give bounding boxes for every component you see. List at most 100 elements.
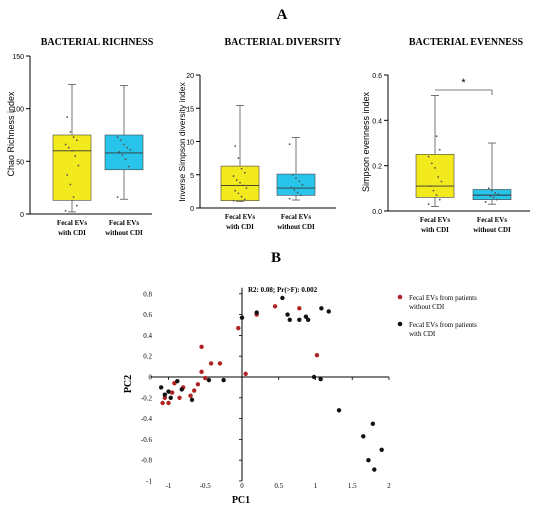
y-tick-label: 0.0: [372, 209, 382, 216]
diversity-y-label: Inverse Simpson diversity index: [177, 81, 187, 201]
category-label: Fecal EVs: [57, 219, 87, 227]
scatter-point: [311, 374, 317, 380]
scatter-point: [168, 395, 173, 400]
scatter-point: [162, 395, 168, 400]
data-point: [495, 198, 498, 201]
x-tick-label: -1: [166, 482, 172, 490]
data-point: [430, 162, 433, 165]
scatter-point: [366, 458, 371, 463]
data-point: [298, 180, 301, 183]
y-tick-label: 150: [12, 54, 24, 61]
scatter-point: [199, 344, 204, 350]
scatter-point: [169, 390, 175, 395]
data-point: [301, 183, 304, 186]
data-point: [491, 189, 493, 192]
scatter-point: [177, 395, 182, 400]
data-point: [77, 164, 80, 167]
scatter-point: [239, 315, 245, 320]
data-point: [75, 139, 78, 142]
scatter-point: [166, 389, 171, 394]
data-point: [494, 191, 497, 194]
data-point: [72, 136, 75, 139]
data-point: [67, 146, 70, 149]
data-point: [492, 196, 495, 199]
data-point: [119, 139, 122, 142]
data-point: [237, 192, 240, 195]
data-point: [235, 179, 238, 181]
scatter-point: [297, 317, 302, 322]
pca-annotation: R2: 0.08; Pr(>F): 0.002: [248, 286, 318, 294]
pca-y-label: PC2: [123, 375, 134, 393]
data-point: [288, 143, 291, 146]
scatter-point: [199, 369, 204, 374]
data-point: [237, 157, 240, 160]
data-point: [69, 183, 72, 186]
x-tick-label: 1: [314, 482, 318, 490]
evenness-title: BACTERIAL EVENNESS: [409, 37, 524, 48]
scatter-point: [280, 295, 285, 301]
data-point: [432, 189, 435, 192]
data-point: [243, 198, 246, 201]
data-point: [435, 194, 438, 197]
data-point: [116, 136, 119, 139]
scatter-point: [189, 397, 195, 403]
scatter-point: [285, 312, 290, 317]
evenness-y-label: Simpson evenness index: [361, 91, 371, 192]
scatter-point: [208, 361, 214, 366]
scatter-point: [188, 393, 193, 398]
category-label: with CDI: [421, 226, 449, 234]
x-tick-label: 2: [387, 482, 391, 490]
scatter-point: [192, 388, 197, 393]
data-point: [121, 154, 124, 156]
y-tick-label: 0: [149, 374, 153, 382]
scatter-point: [272, 304, 278, 309]
data-point: [234, 189, 237, 192]
y-tick-label: 0.4: [143, 332, 152, 340]
data-point: [487, 187, 490, 190]
y-tick-label: 100: [12, 107, 24, 114]
richness-chart: BACTERIAL RICHNESS Chao Richness index 0…: [6, 37, 154, 237]
y-tick-label: 10: [186, 140, 194, 147]
y-tick-label: -1: [146, 478, 152, 486]
data-point: [239, 181, 241, 184]
data-point: [64, 209, 67, 212]
category-label: Fecal EVs: [225, 213, 255, 221]
data-point: [295, 177, 297, 179]
box: [276, 173, 316, 196]
data-point: [69, 130, 72, 133]
scatter-point: [336, 408, 342, 413]
y-tick-label: -0.8: [141, 457, 153, 465]
scatter-point: [314, 352, 320, 358]
data-point: [427, 155, 430, 158]
y-tick-label: 0: [20, 212, 24, 219]
scatter-point: [203, 375, 208, 381]
diversity-title: BACTERIAL DIVERSITY: [225, 37, 343, 48]
scatter-point: [236, 325, 241, 331]
scatter-point: [319, 306, 324, 311]
scatter-point: [254, 310, 259, 315]
data-point: [66, 174, 69, 176]
y-tick-label: 0.8: [143, 290, 152, 298]
data-point: [437, 176, 440, 178]
data-point: [242, 184, 245, 187]
scatter-point: [175, 378, 180, 384]
pca-legend: Fecal EVs from patients without CDI Fecal…: [397, 294, 477, 338]
data-point: [232, 175, 235, 177]
legend-marker-with-cdi: [397, 321, 403, 327]
data-point: [232, 199, 235, 202]
legend-label-with-cdi: Fecal EVs from patients with CDI: [409, 321, 477, 338]
data-point: [427, 203, 430, 206]
category-label: without CDI: [277, 223, 315, 231]
data-point: [299, 194, 302, 197]
category-label: Fecal EVs: [420, 216, 450, 224]
data-point: [435, 135, 438, 138]
box: [472, 189, 512, 200]
scatter-point: [243, 371, 248, 377]
significance-star: *: [461, 77, 466, 89]
box: [52, 134, 92, 201]
y-tick-label: 0.2: [143, 353, 152, 361]
data-point: [440, 180, 443, 183]
panel-a-label: A: [277, 7, 288, 23]
diversity-chart: BACTERIAL DIVERSITY Inverse Simpson dive…: [177, 37, 342, 231]
